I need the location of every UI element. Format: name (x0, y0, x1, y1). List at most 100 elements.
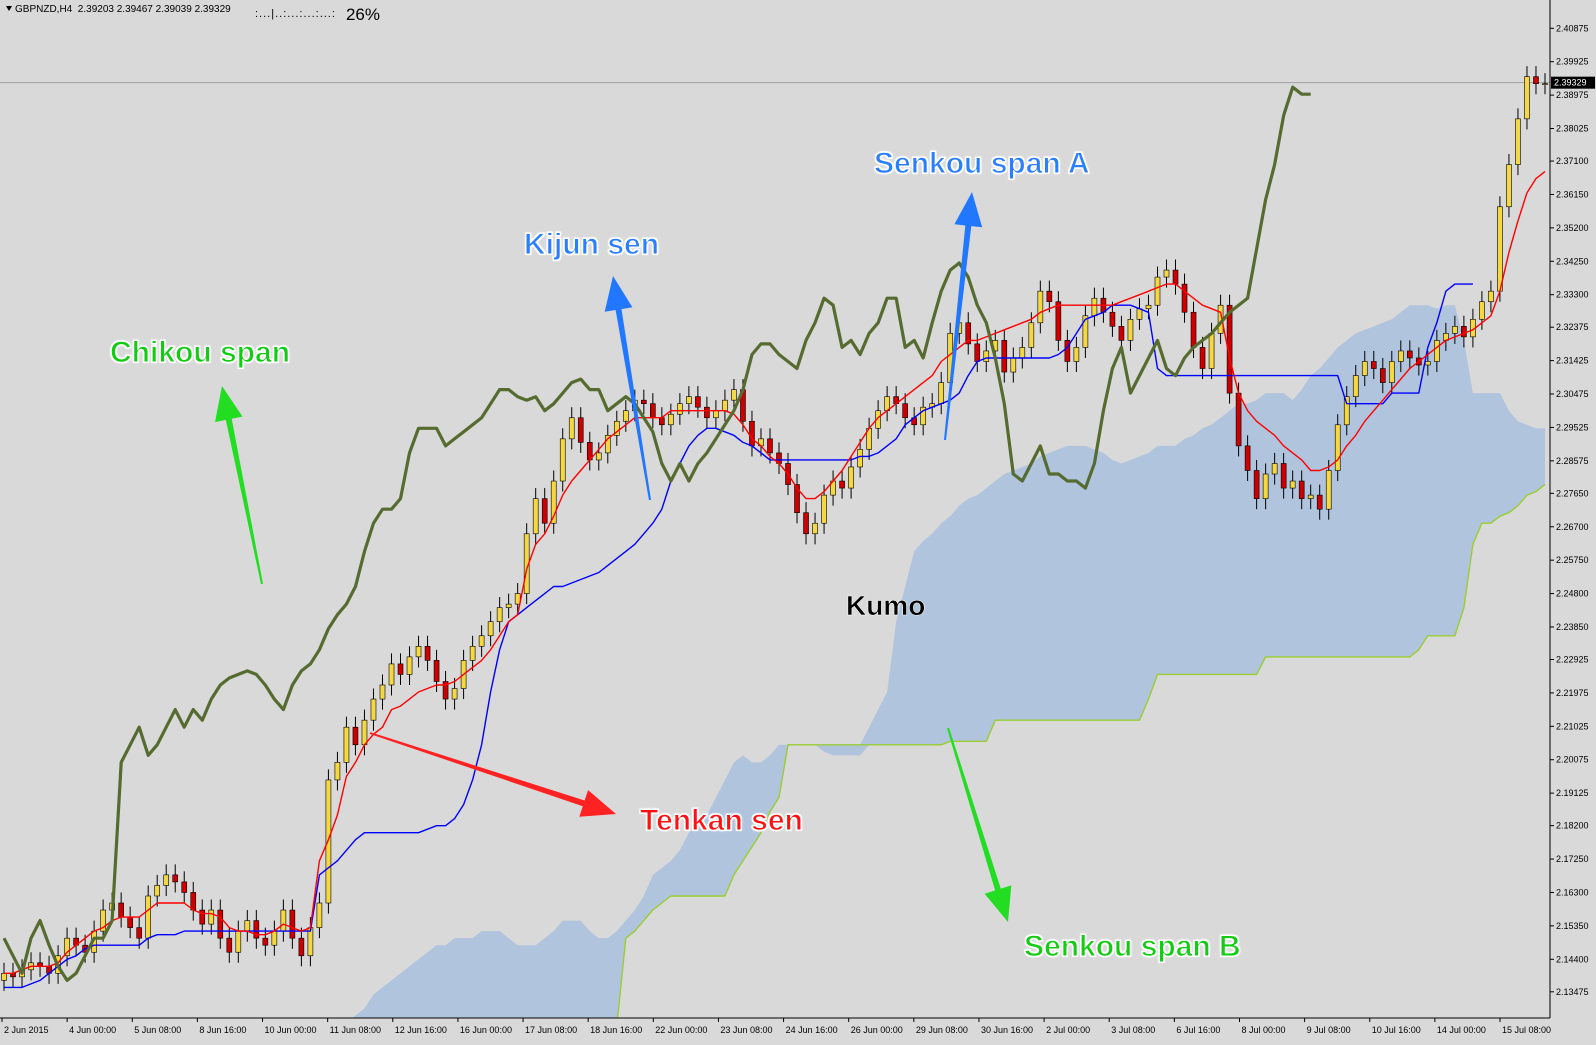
candle-body (262, 937, 269, 946)
candle (253, 910, 260, 949)
x-tick-label: 30 Jun 16:00 (981, 1025, 1033, 1035)
candle-body (208, 909, 215, 925)
candle-body (812, 522, 818, 535)
candle (1488, 280, 1494, 313)
candle-body (1010, 357, 1017, 373)
candle-body (190, 892, 197, 911)
candle (839, 470, 845, 499)
y-tick-label: 2.15350 (1556, 921, 1589, 931)
candle (938, 372, 945, 415)
candle (217, 899, 224, 949)
x-tick-label: 29 Jun 08:00 (916, 1025, 968, 1035)
candle-body (677, 403, 683, 415)
candle (623, 400, 629, 432)
candle-body (343, 726, 350, 763)
x-tick-label: 2 Jun 2015 (4, 1025, 49, 1035)
candle-body (559, 438, 566, 482)
y-tick-label: 2.21025 (1556, 721, 1589, 731)
y-tick-label: 2.23850 (1556, 622, 1589, 632)
candle (1361, 350, 1368, 387)
candle-body (370, 698, 377, 721)
candle-body (298, 937, 305, 957)
y-tick-label: 2.17250 (1556, 854, 1589, 864)
candle (794, 474, 800, 524)
candle (1127, 308, 1134, 351)
y-tick-label: 2.18200 (1556, 821, 1589, 831)
candle (37, 952, 43, 977)
candle-body (1524, 76, 1530, 120)
y-tick-label: 2.20075 (1556, 755, 1589, 765)
candle (10, 962, 16, 988)
candle-body (550, 480, 557, 524)
dropdown-triangle-icon[interactable] (6, 6, 12, 11)
current-price-tag (1551, 76, 1595, 89)
indicator-readout: :...|..:...:...:...: 26% (255, 5, 380, 25)
candle-body (1172, 269, 1179, 285)
candle-body (794, 484, 800, 513)
candle (298, 927, 305, 967)
candle-body (1055, 301, 1062, 341)
candle (154, 874, 160, 907)
candle (208, 899, 215, 935)
candle-body (1343, 396, 1350, 426)
candle-body (1506, 164, 1512, 208)
candles-layer (1, 66, 1548, 991)
x-tick-label: 16 Jun 00:00 (460, 1025, 512, 1035)
arrow-senkou-b (947, 727, 1012, 922)
candle (848, 456, 854, 499)
x-tick-label: 12 Jun 16:00 (395, 1025, 447, 1035)
candle-body (1434, 340, 1440, 362)
candle-body (541, 498, 548, 524)
candle-body (505, 603, 512, 608)
y-tick-label: 2.24800 (1556, 589, 1589, 599)
candle (857, 438, 863, 478)
arrow-tenkan (369, 732, 616, 817)
candle-body (289, 909, 296, 939)
candle (1398, 340, 1404, 373)
candle-body (478, 635, 485, 647)
candle-body (1533, 76, 1539, 84)
x-axis-panel (0, 1018, 1596, 1040)
candle-body (1199, 347, 1206, 369)
candle-body (821, 494, 827, 524)
y-tick-label: 2.13475 (1556, 987, 1589, 997)
annotation-senkou-span-b: Senkou span B (1024, 930, 1242, 964)
candle-body (1361, 361, 1368, 376)
candle (343, 716, 350, 773)
candle-body (1388, 361, 1395, 383)
y-tick-label: 2.35200 (1556, 223, 1589, 233)
candle-body (487, 621, 494, 637)
candle-body (767, 438, 773, 454)
candle-body (983, 350, 990, 362)
candle (1001, 329, 1008, 383)
candle (983, 340, 990, 373)
x-tick-label: 4 Jun 00:00 (69, 1025, 116, 1035)
candle (1352, 365, 1359, 408)
candle-body (388, 663, 395, 686)
candle (406, 646, 413, 685)
candle (262, 927, 269, 956)
candle (1542, 73, 1548, 95)
candle-body (1407, 350, 1413, 359)
candle-body (64, 937, 70, 957)
x-tick-label: 15 Jul 08:00 (1502, 1025, 1551, 1035)
candle-body (1425, 361, 1431, 366)
candle-body (1073, 347, 1080, 362)
candle (415, 635, 422, 668)
candle (1064, 329, 1071, 373)
candle-body (280, 909, 287, 932)
candle (1073, 336, 1080, 373)
candle (1046, 280, 1053, 313)
candle-body (875, 410, 881, 429)
y-axis-panel (1550, 0, 1596, 1040)
candle-body (1082, 315, 1089, 348)
candle-body (1271, 463, 1278, 475)
candle-body (379, 684, 386, 700)
candle-body (1379, 368, 1386, 383)
candle-body (451, 688, 458, 700)
candle-body (181, 881, 188, 893)
candle (379, 674, 386, 710)
